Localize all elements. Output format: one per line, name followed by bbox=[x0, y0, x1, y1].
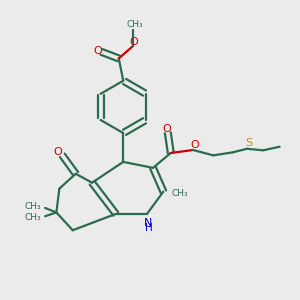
Text: S: S bbox=[245, 139, 252, 148]
Text: O: O bbox=[190, 140, 199, 150]
Text: O: O bbox=[163, 124, 172, 134]
Text: CH₃: CH₃ bbox=[25, 213, 41, 222]
Text: N: N bbox=[144, 218, 153, 228]
Text: O: O bbox=[130, 37, 138, 46]
Text: CH₃: CH₃ bbox=[25, 202, 41, 211]
Text: H: H bbox=[145, 223, 152, 233]
Text: O: O bbox=[93, 46, 102, 56]
Text: CH₃: CH₃ bbox=[126, 20, 143, 29]
Text: CH₃: CH₃ bbox=[172, 190, 188, 199]
Text: O: O bbox=[53, 147, 62, 158]
